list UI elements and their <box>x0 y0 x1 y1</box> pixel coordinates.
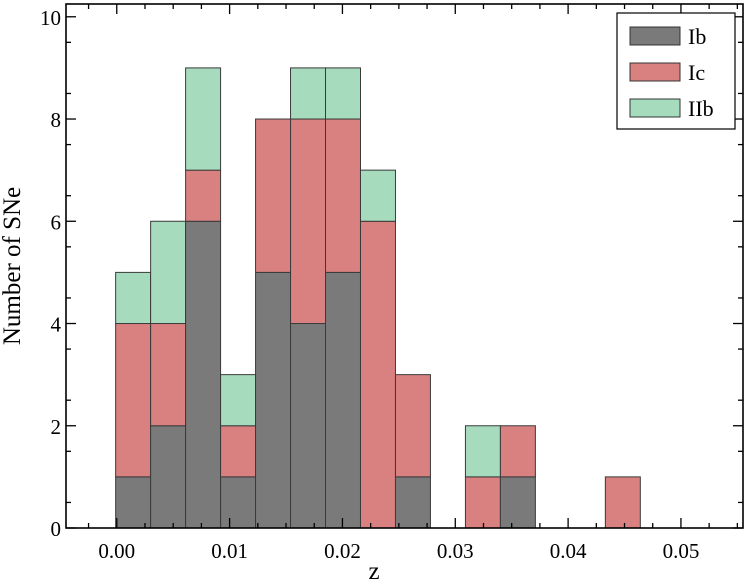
bar-ic-bin-11 <box>499 425 536 478</box>
legend-swatch-ic <box>629 62 681 82</box>
bar-ic-bin-14 <box>604 476 641 529</box>
bar-iib-bin-2 <box>185 67 222 171</box>
legend-label-ib: Ib <box>688 24 706 49</box>
bar-ic-bin-4 <box>255 118 292 273</box>
bar-iib-bin-5 <box>290 67 327 120</box>
bar-iib-bin-0 <box>115 271 152 325</box>
y-tick-label: 6 <box>51 210 62 234</box>
bar-iib-bin-10 <box>464 425 501 478</box>
legend-swatch-ib <box>629 26 681 46</box>
bar-iib-bin-1 <box>150 220 187 325</box>
legend-label-iib: IIb <box>688 96 714 121</box>
bar-ic-bin-0 <box>115 323 152 478</box>
x-tick-label: 0.00 <box>98 539 135 563</box>
bar-ic-bin-2 <box>185 169 222 222</box>
bar-ic-bin-3 <box>220 425 257 478</box>
y-tick-label: 0 <box>51 517 62 541</box>
x-axis-label: z <box>368 558 379 579</box>
bar-ic-bin-8 <box>394 374 431 478</box>
y-axis-label: Number of SNe <box>0 187 26 345</box>
bar-ib-bin-8 <box>394 476 431 529</box>
x-tick-label: 0.01 <box>211 539 248 563</box>
bar-ib-bin-4 <box>255 271 292 529</box>
y-tick-label: 10 <box>40 6 61 30</box>
tick-labels-layer: 0.00 0.01 0.02 0.03 0.04 0.05 0 2 4 6 8 10 <box>40 6 699 563</box>
bar-ic-bin-6 <box>325 118 361 273</box>
legend-swatch-iib <box>629 98 681 118</box>
legend: Ib Ic IIb <box>616 12 736 130</box>
bar-ib-bin-11 <box>499 476 536 529</box>
bar-ib-bin-1 <box>150 425 187 529</box>
bars-layer <box>115 67 641 529</box>
bar-ib-bin-6 <box>325 271 361 529</box>
y-tick-label: 8 <box>51 108 62 132</box>
x-tick-label: 0.02 <box>324 539 361 563</box>
ticks-layer <box>66 4 743 529</box>
bar-ib-bin-5 <box>290 323 327 529</box>
bar-ic-bin-10 <box>464 476 501 529</box>
bar-ic-bin-7 <box>359 220 396 529</box>
y-tick-label: 4 <box>51 313 62 337</box>
x-tick-label: 0.03 <box>437 539 474 563</box>
bar-iib-bin-3 <box>220 374 257 427</box>
bar-ib-bin-0 <box>115 476 152 529</box>
y-tick-label: 2 <box>51 415 62 439</box>
legend-label-ic: Ic <box>688 60 705 85</box>
bar-ic-bin-1 <box>150 323 187 427</box>
bar-ib-bin-3 <box>220 476 257 529</box>
bar-iib-bin-7 <box>359 169 396 222</box>
plot-frame <box>65 3 744 529</box>
bar-ib-bin-2 <box>185 220 222 529</box>
x-tick-label: 0.04 <box>550 539 587 563</box>
bar-iib-bin-6 <box>325 67 361 120</box>
x-tick-label: 0.05 <box>663 539 700 563</box>
bar-ic-bin-5 <box>290 118 327 325</box>
